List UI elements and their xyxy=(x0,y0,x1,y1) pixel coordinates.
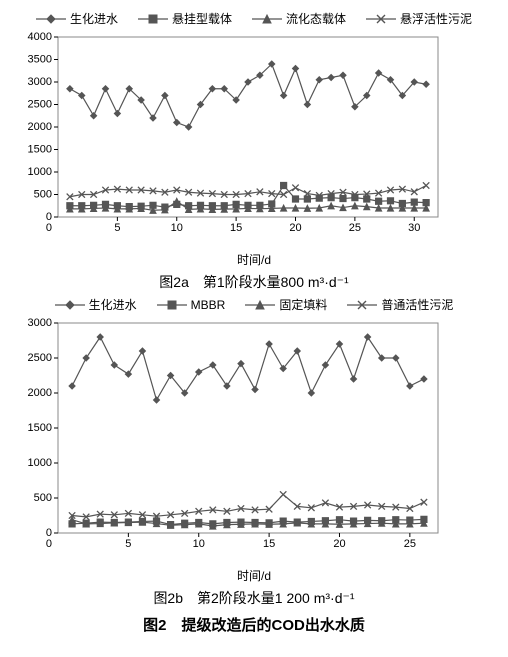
svg-text:2500: 2500 xyxy=(28,99,52,111)
svg-text:10: 10 xyxy=(171,222,183,234)
chart-b-caption: 图2b 第2阶段水量1 200 m³·d⁻¹ xyxy=(10,588,498,608)
svg-text:3000: 3000 xyxy=(28,317,52,329)
svg-text:2000: 2000 xyxy=(28,387,52,399)
svg-text:15: 15 xyxy=(230,222,242,234)
legend-item: 固定填料 xyxy=(245,296,327,313)
svg-text:15: 15 xyxy=(263,538,275,550)
svg-text:3500: 3500 xyxy=(28,54,52,66)
svg-text:0: 0 xyxy=(46,222,52,234)
svg-text:10: 10 xyxy=(193,538,205,550)
legend-item: 生化进水 xyxy=(55,296,137,313)
chart-b-legend: 生化进水 MBBR 固定填料 普通活性污泥 xyxy=(10,296,498,313)
svg-text:3000: 3000 xyxy=(28,76,52,88)
chart-a-xlabel: 时间/d xyxy=(10,251,498,268)
svg-text:5: 5 xyxy=(114,222,120,234)
svg-text:20: 20 xyxy=(333,538,345,550)
svg-text:2500: 2500 xyxy=(28,352,52,364)
chart-b-xlabel: 时间/d xyxy=(10,567,498,584)
svg-text:1000: 1000 xyxy=(28,166,52,178)
svg-text:30: 30 xyxy=(408,222,420,234)
svg-text:1500: 1500 xyxy=(28,422,52,434)
svg-text:1500: 1500 xyxy=(28,144,52,156)
legend-item: 悬浮活性污泥 xyxy=(366,10,472,27)
svg-text:20: 20 xyxy=(289,222,301,234)
legend-item: MBBR xyxy=(157,296,226,313)
legend-item: 生化进水 xyxy=(36,10,118,27)
chart-a: 0 500 1000 1500 2000 2500 3000 3500 4000 5 10 15 20 2… xyxy=(10,29,450,249)
svg-text:500: 500 xyxy=(34,492,52,504)
chart-b: 0500100015002000250030005101520250COD/（m… xyxy=(10,315,450,565)
svg-text:0: 0 xyxy=(46,538,52,550)
legend-item: 普通活性污泥 xyxy=(347,296,453,313)
legend-item: 流化态载体 xyxy=(252,10,346,27)
svg-text:1000: 1000 xyxy=(28,457,52,469)
svg-text:4000: 4000 xyxy=(28,31,52,43)
svg-text:5: 5 xyxy=(125,538,131,550)
svg-text:25: 25 xyxy=(404,538,416,550)
svg-text:2000: 2000 xyxy=(28,121,52,133)
chart-a-legend: 生化进水 悬挂型载体 流化态载体 悬浮活性污泥 xyxy=(10,10,498,27)
chart-a-caption: 图2a 第1阶段水量800 m³·d⁻¹ xyxy=(10,272,498,292)
main-caption: 图2 提级改造后的COD出水水质 xyxy=(10,614,498,635)
svg-text:25: 25 xyxy=(349,222,361,234)
legend-item: 悬挂型载体 xyxy=(138,10,232,27)
svg-text:500: 500 xyxy=(34,189,52,201)
